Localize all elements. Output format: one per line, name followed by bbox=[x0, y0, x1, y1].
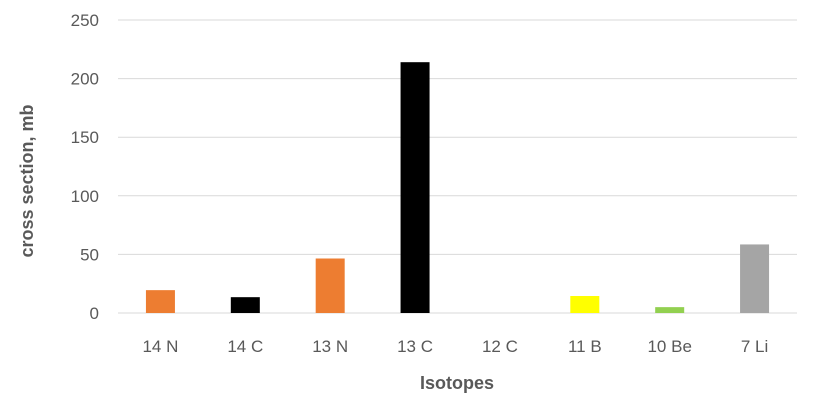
bar-11-b bbox=[570, 296, 600, 313]
bar-14-n bbox=[145, 290, 175, 313]
x-tick-label: 10 Be bbox=[647, 337, 691, 356]
gridlines bbox=[118, 19, 797, 314]
x-tick-label: 11 B bbox=[568, 337, 602, 356]
x-tick-label: 14 N bbox=[142, 337, 178, 356]
y-tick-label: 250 bbox=[71, 11, 99, 30]
bars bbox=[145, 62, 770, 313]
x-tick-label: 13 C bbox=[397, 337, 433, 356]
bar-10-be bbox=[655, 307, 685, 313]
bar-13-c bbox=[400, 62, 430, 313]
x-tick-label: 13 N bbox=[312, 337, 348, 356]
y-tick-label: 200 bbox=[71, 70, 99, 89]
x-axis-title: Isotopes bbox=[420, 373, 494, 393]
y-tick-label: 150 bbox=[71, 128, 99, 147]
y-tick-label: 0 bbox=[90, 304, 99, 323]
x-axis-ticks: 14 N 14 C 13 N 13 C 12 C 11 B 10 Be 7 Li bbox=[142, 337, 768, 356]
y-axis-ticks: 0 50 100 150 200 250 bbox=[71, 11, 99, 323]
y-tick-label: 100 bbox=[71, 187, 99, 206]
x-tick-label: 12 C bbox=[482, 337, 518, 356]
x-tick-label: 14 C bbox=[227, 337, 263, 356]
bar-13-n bbox=[315, 258, 345, 313]
y-axis-title: cross section, mb bbox=[17, 104, 37, 257]
x-tick-label: 7 Li bbox=[741, 337, 768, 356]
y-tick-label: 50 bbox=[80, 245, 99, 264]
bar-7-li bbox=[740, 244, 770, 313]
bar-14-c bbox=[230, 297, 260, 313]
